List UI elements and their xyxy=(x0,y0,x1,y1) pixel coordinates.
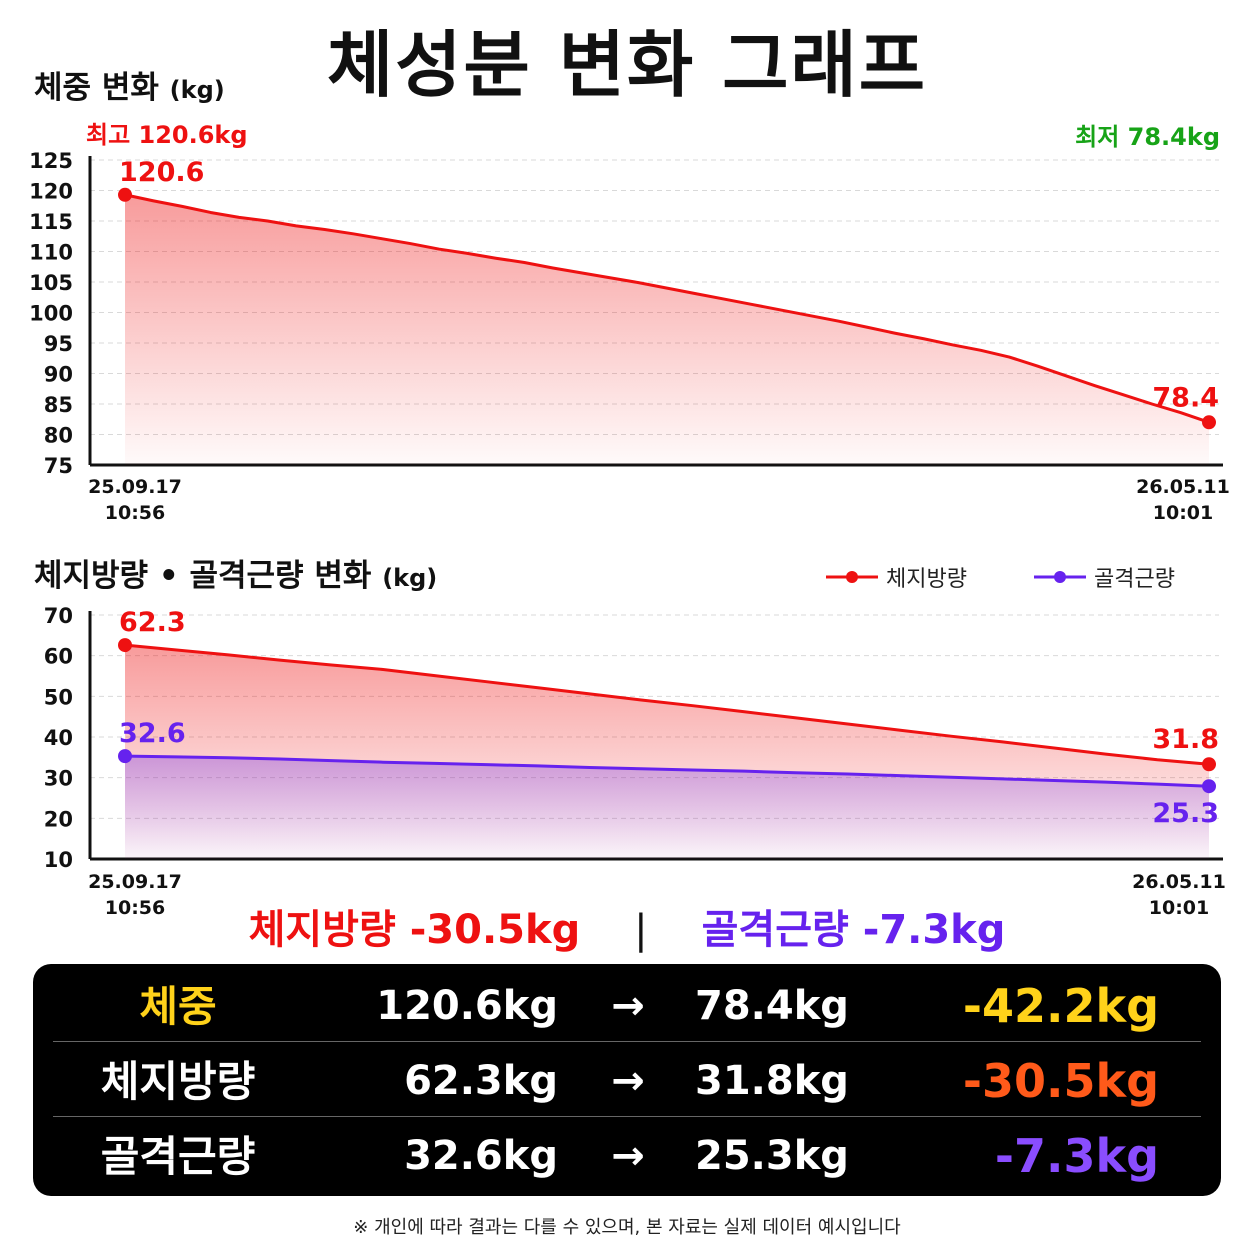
weight-y-tick-label: 85 xyxy=(44,393,73,417)
legend-muscle-label: 골격근량 xyxy=(1094,567,1175,592)
table-row-weight: 체중 120.6kg → 78.4kg -42.2kg xyxy=(33,969,1221,1044)
weight-x-end-time: 10:01 xyxy=(1152,502,1214,524)
weight-series-0-end-point xyxy=(1202,415,1216,430)
composition-chart-title-text: 체지방량 • 골격근량 변화 xyxy=(34,558,372,594)
row-fat-to: 31.8kg xyxy=(695,1058,849,1104)
row-muscle-arrow: → xyxy=(611,1133,645,1179)
weight-x-start-date: 25.09.17 xyxy=(88,476,182,498)
weight-max-label: 최고 120.6kg xyxy=(86,121,248,149)
weight-y-tick-label: 110 xyxy=(29,241,73,265)
row-muscle-to: 25.3kg xyxy=(695,1133,849,1179)
composition-y-tick-label: 40 xyxy=(44,726,73,750)
weight-y-tick-label: 100 xyxy=(29,302,73,326)
weight-y-tick-label: 105 xyxy=(29,271,73,295)
row-weight-delta: -42.2kg xyxy=(962,979,1159,1033)
composition-y-tick-label: 20 xyxy=(44,807,73,831)
weight-y-tick-label: 75 xyxy=(44,454,73,478)
weight-x-end-date: 26.05.11 xyxy=(1136,476,1230,498)
weight-chart-title-text: 체중 변화 xyxy=(34,70,159,106)
weight-y-tick-label: 80 xyxy=(44,424,73,448)
composition-series-0-end-label: 31.8 xyxy=(1152,724,1219,755)
composition-chart-title: 체지방량 • 골격근량 변화 (kg) xyxy=(34,550,437,595)
weight-series-0-start-label: 120.6 xyxy=(119,157,204,188)
composition-y-tick-label: 30 xyxy=(44,767,73,791)
row-fat-arrow: → xyxy=(611,1058,645,1104)
table-divider xyxy=(53,1116,1201,1117)
summary-table: 체중 120.6kg → 78.4kg -42.2kg 체지방량 62.3kg … xyxy=(33,964,1221,1196)
composition-x-start-date: 25.09.17 xyxy=(88,871,182,893)
summary-fat: 체지방량 -30.5kg xyxy=(248,907,581,953)
legend-fat-swatch xyxy=(826,571,878,583)
composition-x-end-date: 26.05.11 xyxy=(1132,871,1226,893)
table-row-fat: 체지방량 62.3kg → 31.8kg -30.5kg xyxy=(33,1044,1221,1119)
legend-fat-label: 체지방량 xyxy=(886,567,967,592)
footnote: ※ 개인에 따라 결과는 다를 수 있으며, 본 자료는 실제 데이터 예시입니… xyxy=(353,1217,901,1238)
composition-x-end-label: 26.05.11 10:01 xyxy=(1124,869,1234,921)
table-row-muscle: 골격근량 32.6kg → 25.3kg -7.3kg xyxy=(33,1119,1221,1194)
weight-min-label: 최저 78.4kg xyxy=(1075,123,1220,151)
row-muscle-delta: -7.3kg xyxy=(994,1129,1159,1183)
composition-y-tick-label: 70 xyxy=(44,604,73,628)
weight-chart-title: 체중 변화 (kg) xyxy=(34,62,225,107)
row-weight-from: 120.6kg xyxy=(376,983,558,1029)
composition-x-start-time: 10:56 xyxy=(104,897,166,919)
row-fat-from: 62.3kg xyxy=(404,1058,558,1104)
row-muscle-name: 골격근량 xyxy=(100,1132,256,1181)
weight-chart-unit: (kg) xyxy=(169,76,225,104)
composition-series-0-start-point xyxy=(118,638,132,653)
weight-series-0-end-label: 78.4 xyxy=(1152,382,1219,413)
composition-series-0-start-label: 62.3 xyxy=(119,607,186,638)
summary-muscle: 골격근량 -7.3kg xyxy=(701,907,1006,953)
composition-y-tick-label: 60 xyxy=(44,645,73,669)
weight-x-start-time: 10:56 xyxy=(104,502,166,524)
weight-series-0-area xyxy=(125,194,1209,465)
composition-chart: 70 60 50 40 30 20 10 62.3 31.8 32.6 25.3 xyxy=(44,604,1223,872)
legend-muscle: 골격근량 xyxy=(1034,561,1175,593)
row-weight-to: 78.4kg xyxy=(695,983,849,1029)
table-divider xyxy=(53,1041,1201,1042)
composition-series-0-end-point xyxy=(1202,757,1216,772)
row-weight-arrow: → xyxy=(611,983,645,1029)
weight-series-0-start-point xyxy=(118,187,132,202)
composition-chart-unit: (kg) xyxy=(382,564,438,592)
composition-y-tick-label: 50 xyxy=(44,685,73,709)
composition-series-1-end-point xyxy=(1202,779,1216,794)
weight-y-tick-label: 120 xyxy=(29,180,73,204)
composition-x-end-time: 10:01 xyxy=(1148,897,1210,919)
composition-series-1-start-point xyxy=(118,749,132,764)
weight-series-0-line xyxy=(124,193,1210,424)
composition-series-1-line xyxy=(124,754,1210,788)
row-weight-name: 체중 xyxy=(139,982,217,1031)
composition-series-1-start-label: 32.6 xyxy=(119,718,186,749)
legend-fat: 체지방량 xyxy=(826,561,967,593)
composition-series-0-line xyxy=(124,643,1210,766)
summary-separator: | xyxy=(634,907,648,953)
composition-x-start-label: 25.09.17 10:56 xyxy=(80,869,190,921)
composition-series-1-end-label: 25.3 xyxy=(1152,798,1219,829)
weight-x-end-label: 26.05.11 10:01 xyxy=(1128,474,1238,526)
page-title: 체성분 변화 그래프 xyxy=(326,23,928,107)
row-fat-delta: -30.5kg xyxy=(962,1054,1159,1108)
row-fat-name: 체지방량 xyxy=(100,1057,256,1106)
composition-y-tick-label: 10 xyxy=(44,848,73,872)
weight-y-tick-label: 125 xyxy=(29,149,73,173)
weight-chart: 125 120 115 110 105 100 95 90 85 80 75 120.6 78.4 xyxy=(29,149,1223,478)
summary-line: 체지방량 -30.5kg | 골격근량 -7.3kg xyxy=(0,897,1254,955)
composition-series-1-area xyxy=(125,756,1209,859)
weight-y-tick-label: 115 xyxy=(29,210,73,234)
weight-y-tick-label: 90 xyxy=(44,363,73,387)
row-muscle-from: 32.6kg xyxy=(404,1133,558,1179)
weight-x-start-label: 25.09.17 10:56 xyxy=(80,474,190,526)
weight-y-tick-label: 95 xyxy=(44,332,73,356)
legend-muscle-swatch xyxy=(1034,571,1086,583)
